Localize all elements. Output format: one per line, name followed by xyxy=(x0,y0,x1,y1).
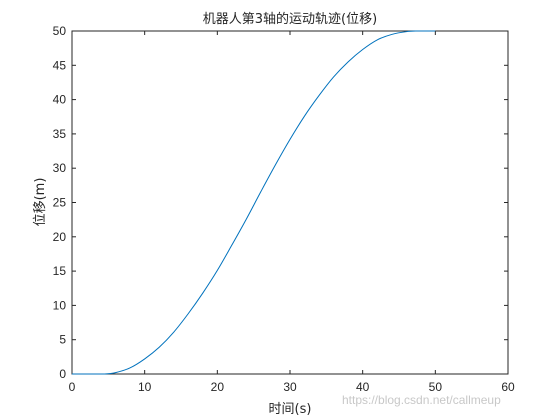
y-tick-label: 35 xyxy=(53,127,67,141)
y-axis-label: 位移(m) xyxy=(33,178,48,227)
y-tick-label: 5 xyxy=(59,333,66,347)
x-tick-label: 0 xyxy=(69,380,76,394)
x-tick-label: 60 xyxy=(501,380,515,394)
y-tick-label: 15 xyxy=(53,264,67,278)
plot-area xyxy=(71,30,509,375)
series-line xyxy=(71,30,436,375)
y-axis: 0 5 10 15 20 25 30 35 40 45 50 xyxy=(53,24,508,381)
y-tick-label: 20 xyxy=(53,230,67,244)
y-tick-label: 30 xyxy=(53,161,67,175)
x-axis-label: 时间(s) xyxy=(269,402,312,417)
x-tick-label: 10 xyxy=(138,380,152,394)
x-tick-label: 50 xyxy=(429,380,443,394)
y-tick-label: 0 xyxy=(59,367,66,381)
x-tick-label: 20 xyxy=(211,380,225,394)
y-tick-label: 40 xyxy=(53,93,67,107)
y-tick-label: 50 xyxy=(53,24,67,38)
chart-title: 机器人第3轴的运动轨迹(位移) xyxy=(203,11,377,27)
watermark: https://blog.csdn.net/callmeup xyxy=(342,393,501,407)
y-tick-label: 25 xyxy=(53,196,67,210)
y-tick-label: 45 xyxy=(53,58,67,72)
x-axis: 0 10 20 30 40 50 60 xyxy=(69,31,515,394)
y-tick-label: 10 xyxy=(53,298,67,312)
x-tick-label: 40 xyxy=(356,380,370,394)
x-tick-label: 30 xyxy=(283,380,297,394)
